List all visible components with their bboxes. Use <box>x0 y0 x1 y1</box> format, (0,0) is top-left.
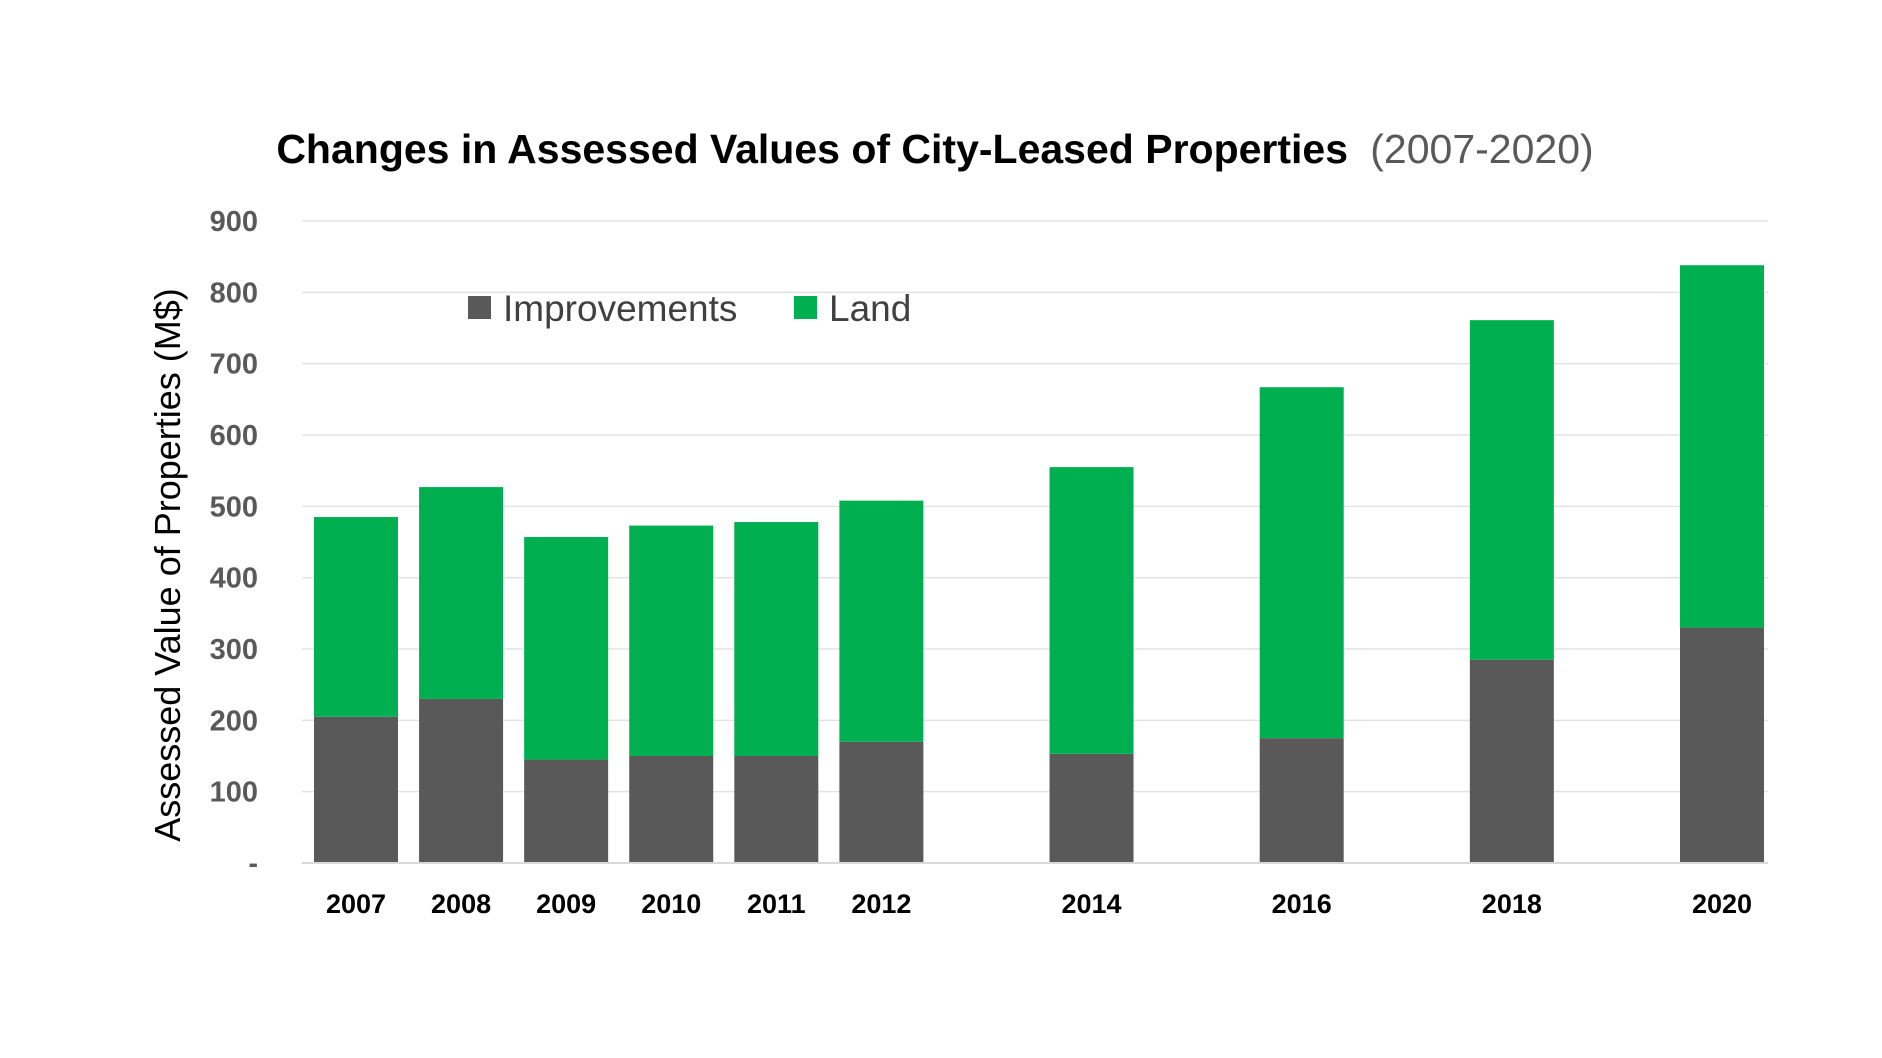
bar-land-2012 <box>839 500 924 742</box>
bar-improvements-2009 <box>524 759 609 863</box>
x-tick-label: 2014 <box>1061 889 1121 919</box>
y-tick-label: - <box>248 848 258 880</box>
chart-subtitle: (2007-2020) <box>1370 126 1593 172</box>
bars <box>314 265 1764 863</box>
x-tick-label: 2010 <box>641 889 701 919</box>
y-tick-label: 500 <box>210 491 258 523</box>
x-tick-label: 2011 <box>747 889 806 919</box>
legend-label-improvements: Improvements <box>503 288 737 329</box>
bar-improvements-2016 <box>1259 738 1344 863</box>
bar-land-2018 <box>1469 320 1554 660</box>
x-tick-label: 2012 <box>851 889 911 919</box>
bar-improvements-2008 <box>419 698 504 863</box>
y-axis-ticks: - 100 200 300 400 500 600 700 800 900 <box>210 206 258 880</box>
bar-improvements-2014 <box>1049 753 1134 863</box>
legend-swatch-land <box>794 296 817 319</box>
y-tick-label: 400 <box>210 563 258 595</box>
bar-land-2010 <box>629 525 714 756</box>
bar-land-2009 <box>524 537 609 760</box>
legend: Improvements Land <box>468 288 911 329</box>
bar-land-2020 <box>1680 265 1764 628</box>
bar-improvements-2020 <box>1680 627 1764 863</box>
x-tick-label: 2016 <box>1272 889 1332 919</box>
bar-land-2014 <box>1049 467 1134 754</box>
y-tick-label: 200 <box>210 705 258 737</box>
bar-land-2007 <box>314 517 398 717</box>
bar-improvements-2018 <box>1469 659 1554 863</box>
bar-land-2008 <box>419 487 504 699</box>
y-tick-label: 100 <box>210 777 258 809</box>
x-tick-label: 2008 <box>431 889 491 919</box>
legend-swatch-improvements <box>468 296 491 319</box>
x-axis-ticks: 2007 2008 2009 2010 2011 2012 2014 2016 2018 2020 <box>326 889 1752 919</box>
chart-title: Changes in Assessed Values of City-Lease… <box>276 126 1593 172</box>
y-tick-label: 700 <box>210 349 258 381</box>
x-tick-label: 2020 <box>1692 889 1752 919</box>
y-tick-label: 300 <box>210 634 258 666</box>
y-tick-label: 600 <box>210 420 258 452</box>
bar-improvements-2010 <box>629 756 714 863</box>
x-tick-label: 2009 <box>536 889 596 919</box>
bar-improvements-2007 <box>314 716 398 863</box>
x-tick-label: 2007 <box>326 889 386 919</box>
y-tick-label: 900 <box>210 206 258 238</box>
x-tick-label: 2018 <box>1482 889 1542 919</box>
bar-improvements-2011 <box>734 756 819 863</box>
bar-land-2016 <box>1259 387 1344 739</box>
y-axis-label: Assessed Value of Properties (M$) <box>147 288 188 842</box>
bar-improvements-2012 <box>839 741 924 863</box>
y-tick-label: 800 <box>210 277 258 309</box>
chart-title-main: Changes in Assessed Values of City-Lease… <box>276 126 1348 172</box>
legend-label-land: Land <box>829 288 911 329</box>
bar-land-2011 <box>734 522 819 756</box>
